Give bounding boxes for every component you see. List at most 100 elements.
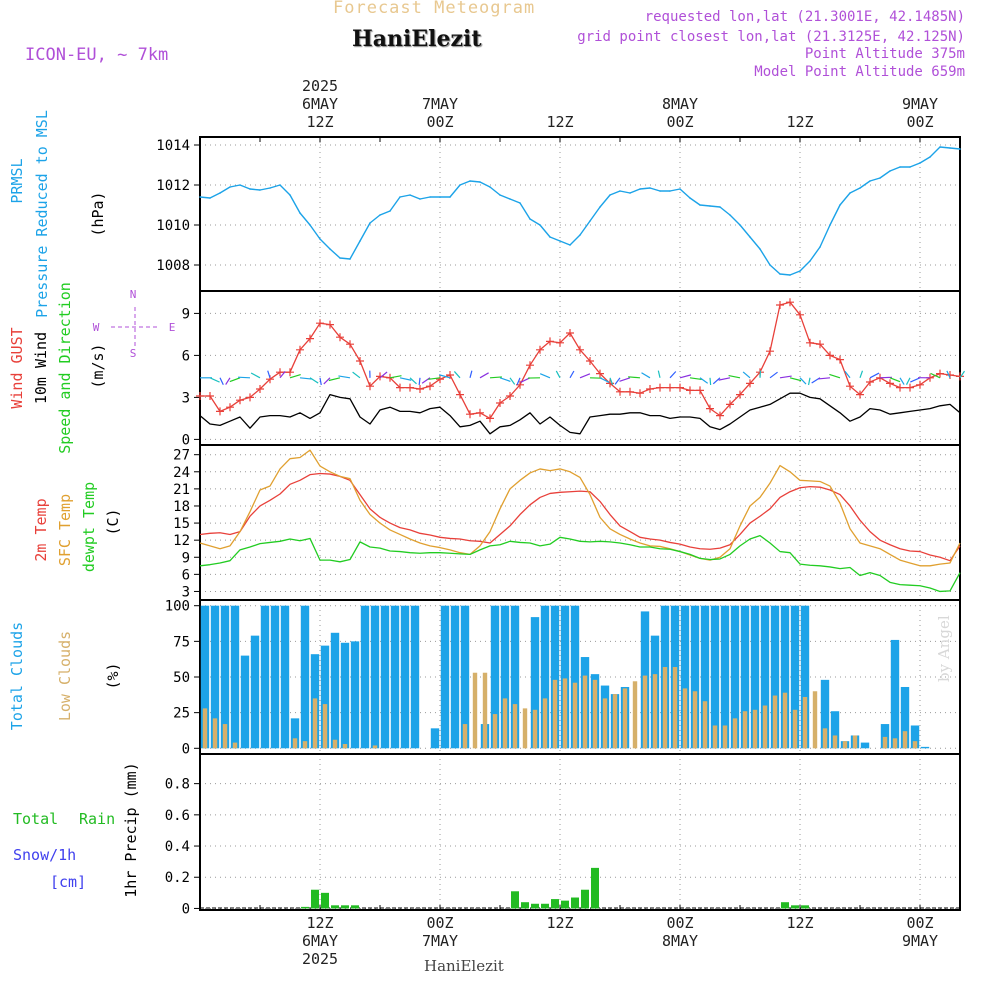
wind-label: 10m Wind xyxy=(32,332,50,404)
low-cloud-bar xyxy=(602,698,608,749)
total-cloud-bar xyxy=(200,605,210,749)
gust-point xyxy=(316,319,324,328)
total-rain-label: Total xyxy=(13,810,58,828)
wind-unit-label: (m/s) xyxy=(89,343,107,388)
total-cloud-bar xyxy=(460,605,470,749)
low-cloud-bar xyxy=(782,692,788,749)
pressure-point xyxy=(319,238,321,240)
wind-direction-arrow xyxy=(599,377,610,383)
wind-direction-arrow xyxy=(879,376,892,379)
total-cloud-bar xyxy=(830,711,840,749)
time-label-line: 12Z xyxy=(786,914,814,932)
gust-point xyxy=(796,310,804,319)
pressure-point xyxy=(219,192,221,194)
pressure-point xyxy=(479,181,481,183)
gust-point xyxy=(396,383,404,392)
pressure-point xyxy=(429,196,431,198)
low-cloud-bar xyxy=(832,735,838,749)
total-cloud-bar xyxy=(910,725,920,749)
wind-direction-arrow xyxy=(869,372,880,379)
gust-point xyxy=(236,396,244,405)
y-tick-label: 0 xyxy=(182,741,190,757)
time-label-line: 2025 xyxy=(301,77,339,95)
time-label-line: 00Z xyxy=(426,914,454,932)
wind-direction-arrow xyxy=(479,372,489,379)
pressure-point xyxy=(259,189,261,191)
wind-direction-arrow xyxy=(469,370,473,378)
time-label-line: 12Z xyxy=(306,914,334,932)
low-cloud-bar xyxy=(342,744,348,749)
pressure-point xyxy=(309,224,311,226)
low-cloud-bar xyxy=(472,672,478,749)
pressure-point xyxy=(769,264,771,266)
gust-point xyxy=(376,372,384,381)
low-cloud-bar xyxy=(292,738,298,749)
rain-bar xyxy=(801,905,809,909)
dewpt-line xyxy=(199,534,961,593)
y-tick-label: 25 xyxy=(173,706,190,722)
bottom-time-label: 00Z 8MAY xyxy=(635,914,725,950)
low-cloud-bar xyxy=(692,691,698,749)
low-cloud-bar xyxy=(462,724,468,749)
top-time-label: 9MAY 00Z xyxy=(875,95,965,131)
panel-wind: 0 3 6 9 N S W E xyxy=(93,288,965,448)
low-cloud-bar xyxy=(492,714,498,749)
pressure-point xyxy=(829,224,831,226)
total-cloud-bar xyxy=(730,605,740,749)
pressure-point xyxy=(839,204,841,206)
low-cloud-bar xyxy=(662,667,668,749)
location-title: HaniElezit xyxy=(352,26,482,52)
low-cloud-bar xyxy=(822,728,828,749)
snow-unit-label: [cm] xyxy=(50,873,86,891)
gust-point xyxy=(456,390,464,399)
pressure-point xyxy=(689,197,691,199)
total-cloud-bar xyxy=(240,655,250,749)
gust-point xyxy=(826,351,834,360)
low-cloud-bar xyxy=(762,705,768,749)
pressure-point xyxy=(299,212,301,214)
low-cloud-bar xyxy=(502,698,508,749)
pressure-point xyxy=(809,260,811,262)
top-time-label: 12Z xyxy=(515,113,605,131)
pressure-point xyxy=(939,146,941,148)
gust-point xyxy=(286,368,294,377)
total-cloud-bar xyxy=(280,605,290,749)
wind-direction-arrow xyxy=(579,373,591,379)
low-cloud-bar xyxy=(562,678,568,749)
gust-point xyxy=(746,379,754,388)
pressure-point xyxy=(709,205,711,207)
total-cloud-bar xyxy=(400,605,410,749)
low-cloud-bar xyxy=(312,698,318,749)
time-label-line: 12Z xyxy=(306,113,334,131)
wind-direction-arrow xyxy=(609,377,614,386)
time-label-line: 8MAY xyxy=(661,95,699,113)
total-cloud-bar xyxy=(800,605,810,749)
low-cloud-bar xyxy=(672,667,678,749)
low-cloud-bar xyxy=(332,739,338,749)
pressure-point xyxy=(779,273,781,275)
pressure-point xyxy=(249,188,251,190)
gust-point xyxy=(716,411,724,420)
total-cloud-bar xyxy=(330,632,340,749)
low-cloud-bar xyxy=(912,741,918,749)
gust-point xyxy=(416,385,424,393)
top-time-label: 2025 6MAY 12Z xyxy=(275,77,365,131)
gust-point xyxy=(486,414,494,423)
credit-watermark: by Angel xyxy=(935,615,953,682)
panel-frame xyxy=(199,444,961,601)
y-tick-label: 6 xyxy=(182,348,190,364)
pressure-point xyxy=(869,180,871,182)
low-cloud-bar xyxy=(802,696,808,749)
pressure-point xyxy=(729,214,731,216)
low-cloud-bar xyxy=(712,725,718,749)
pressure-line xyxy=(199,146,961,276)
requested-point: requested lon,lat (21.3001E, 42.1485N) xyxy=(644,9,965,25)
wind-direction-arrow xyxy=(229,377,241,383)
pressure-point xyxy=(919,162,921,164)
wind-direction-arrow xyxy=(399,377,412,381)
low-cloud-bar xyxy=(742,711,748,749)
total-cloud-bar xyxy=(320,645,330,749)
total-cloud-bar xyxy=(510,605,520,749)
wind-direction-arrow xyxy=(319,377,322,386)
